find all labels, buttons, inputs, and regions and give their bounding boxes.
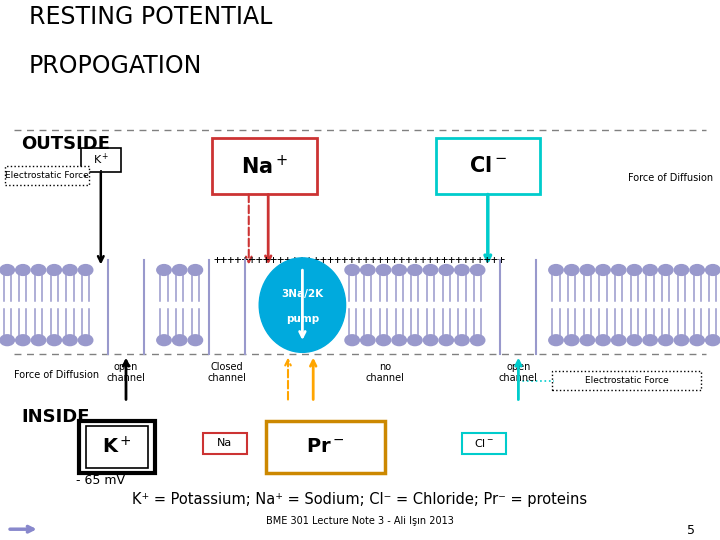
Circle shape	[423, 335, 438, 346]
Circle shape	[674, 265, 688, 275]
Circle shape	[16, 335, 30, 346]
Circle shape	[455, 335, 469, 346]
Text: Cl$^-$: Cl$^-$	[469, 156, 507, 176]
Circle shape	[643, 265, 657, 275]
Circle shape	[188, 265, 202, 275]
Circle shape	[549, 265, 563, 275]
Circle shape	[690, 335, 704, 346]
Text: Force of Diffusion: Force of Diffusion	[14, 370, 99, 380]
Text: Cl$^-$: Cl$^-$	[474, 437, 494, 449]
Circle shape	[455, 265, 469, 275]
FancyBboxPatch shape	[266, 421, 385, 472]
Text: RESTING POTENTIAL: RESTING POTENTIAL	[29, 5, 272, 29]
Circle shape	[377, 335, 391, 346]
Circle shape	[596, 335, 611, 346]
Circle shape	[47, 335, 61, 346]
Text: +++++++++++++++++++++++++++++++++++++++++: ++++++++++++++++++++++++++++++++++++++++…	[214, 254, 506, 267]
Circle shape	[627, 335, 642, 346]
Circle shape	[188, 335, 202, 346]
FancyBboxPatch shape	[436, 138, 540, 194]
Text: Force of Diffusion: Force of Diffusion	[628, 173, 713, 183]
Circle shape	[157, 265, 171, 275]
Circle shape	[611, 335, 626, 346]
Circle shape	[173, 335, 187, 346]
Circle shape	[423, 265, 438, 275]
Circle shape	[16, 265, 30, 275]
Circle shape	[157, 335, 171, 346]
Circle shape	[439, 335, 454, 346]
FancyBboxPatch shape	[203, 433, 247, 454]
Text: K⁺ = Potassium; Na⁺ = Sodium; Cl⁻ = Chloride; Pr⁻ = proteins: K⁺ = Potassium; Na⁺ = Sodium; Cl⁻ = Chlo…	[132, 492, 588, 507]
Circle shape	[392, 335, 406, 346]
Circle shape	[361, 265, 375, 275]
Circle shape	[643, 335, 657, 346]
Text: Electrostatic Force: Electrostatic Force	[5, 171, 89, 180]
Text: K$^+$: K$^+$	[93, 152, 109, 167]
Text: BME 301 Lecture Note 3 - Ali Işın 2013: BME 301 Lecture Note 3 - Ali Işın 2013	[266, 516, 454, 526]
Circle shape	[345, 265, 359, 275]
Text: K$^+$: K$^+$	[102, 436, 132, 457]
Circle shape	[78, 335, 93, 346]
Text: Na: Na	[217, 438, 233, 448]
Circle shape	[0, 335, 14, 346]
FancyBboxPatch shape	[86, 426, 148, 468]
Text: INSIDE: INSIDE	[22, 408, 90, 426]
Circle shape	[706, 335, 720, 346]
FancyBboxPatch shape	[552, 371, 701, 390]
FancyBboxPatch shape	[81, 148, 121, 172]
Text: Na$^+$: Na$^+$	[241, 154, 288, 178]
Circle shape	[0, 265, 14, 275]
FancyBboxPatch shape	[79, 421, 155, 472]
Circle shape	[392, 265, 406, 275]
Circle shape	[706, 265, 720, 275]
FancyBboxPatch shape	[5, 166, 89, 185]
Circle shape	[63, 265, 77, 275]
Circle shape	[596, 265, 611, 275]
FancyBboxPatch shape	[212, 138, 317, 194]
Circle shape	[549, 335, 563, 346]
Text: - 65 mV: - 65 mV	[76, 474, 125, 487]
Ellipse shape	[259, 258, 346, 353]
Circle shape	[408, 265, 422, 275]
Text: Electrostatic Force: Electrostatic Force	[585, 376, 668, 385]
Text: Pr$^-$: Pr$^-$	[307, 437, 345, 456]
Circle shape	[580, 265, 595, 275]
Text: no
channel: no channel	[366, 362, 405, 383]
Circle shape	[690, 265, 704, 275]
Text: 5: 5	[687, 524, 696, 537]
Text: 3Na/2K: 3Na/2K	[282, 289, 323, 299]
Circle shape	[564, 335, 579, 346]
Text: open
channel: open channel	[107, 362, 145, 383]
Circle shape	[361, 335, 375, 346]
Circle shape	[32, 265, 46, 275]
Text: Closed
channel: Closed channel	[207, 362, 246, 383]
Circle shape	[173, 265, 187, 275]
Circle shape	[439, 265, 454, 275]
Circle shape	[377, 265, 391, 275]
Circle shape	[345, 335, 359, 346]
Circle shape	[78, 265, 93, 275]
Text: open
channel: open channel	[499, 362, 538, 383]
Circle shape	[659, 335, 673, 346]
Text: OUTSIDE: OUTSIDE	[22, 135, 111, 153]
Circle shape	[408, 335, 422, 346]
Circle shape	[627, 265, 642, 275]
Circle shape	[611, 265, 626, 275]
Circle shape	[564, 265, 579, 275]
Circle shape	[32, 335, 46, 346]
Circle shape	[47, 265, 61, 275]
Text: PROPOGATION: PROPOGATION	[29, 54, 202, 78]
Circle shape	[470, 335, 485, 346]
Circle shape	[674, 335, 688, 346]
Circle shape	[470, 265, 485, 275]
Circle shape	[580, 335, 595, 346]
Circle shape	[659, 265, 673, 275]
Circle shape	[63, 335, 77, 346]
FancyBboxPatch shape	[462, 433, 506, 454]
Text: pump: pump	[286, 314, 319, 323]
